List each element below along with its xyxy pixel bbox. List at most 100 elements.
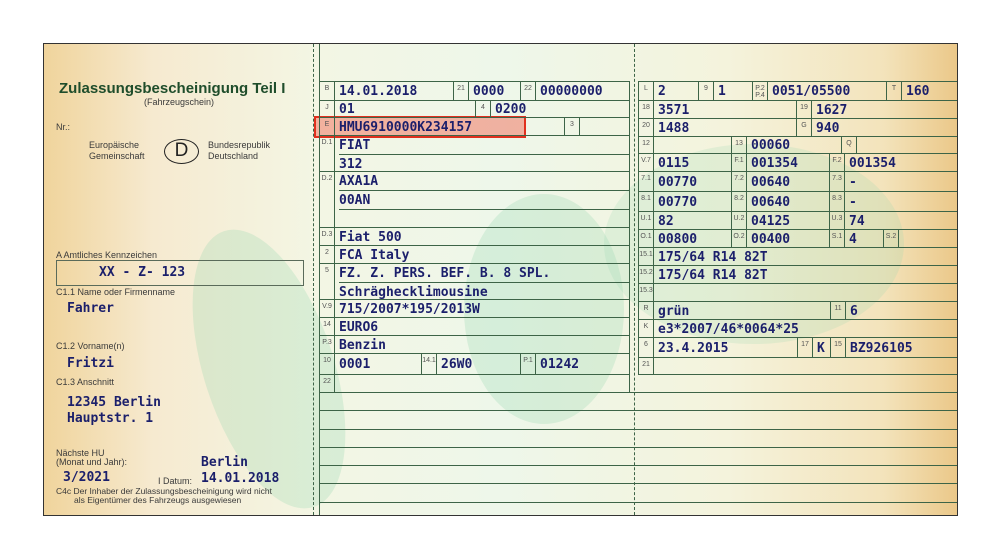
field-value: 160 [906, 84, 930, 99]
field-5: 5 FZ. Z. PERS. BEF. B. 8 SPL. Schrägheckl­… [319, 263, 630, 300]
blank-row-line [319, 465, 957, 466]
field-value: 2 [658, 84, 666, 99]
field-q: Q [841, 136, 957, 154]
field-21: 21 0000 [453, 81, 521, 101]
document-title: Zulassungsbescheinigung Teil I [59, 80, 286, 97]
field-value: 0000 [473, 84, 505, 99]
field-value: 01 [339, 102, 355, 117]
field-value: e3*2007/46*0064*25 [658, 322, 799, 337]
field-12: 12 [638, 136, 732, 154]
field-code-label: G [797, 119, 812, 136]
field-7-2: 7.2 00640 [731, 171, 830, 192]
field-p-3: P.3 Benzin [319, 335, 630, 354]
field-code-label: D.2 [320, 172, 335, 227]
field-14: 14 EURO6 [319, 317, 630, 336]
field-code-label: B [320, 82, 335, 100]
blank-row-line [319, 392, 957, 393]
field-j: J 01 [319, 100, 476, 118]
field-value: 00800 [658, 232, 698, 247]
field-4: 4 0200 [475, 100, 630, 118]
field-code-label: P.2 P.4 [753, 82, 768, 100]
field-code-label: 7.2 [732, 172, 747, 191]
field-value: 0115 [658, 156, 690, 171]
field-15-1: 15.1 175/64 R14 82T [638, 247, 957, 266]
field-o-1: O.1 00800 [638, 229, 732, 248]
field-21: 21 [638, 357, 957, 375]
field-value: AXA1A [339, 172, 629, 191]
eu-line-1: Europäische [89, 140, 140, 150]
field-s-2: S.2 [883, 229, 957, 248]
field-code-label: K [639, 320, 654, 337]
plate-value: XX - Z- 123 [99, 265, 186, 280]
blank-row-line [319, 447, 957, 448]
field-code-label: 15.1 [639, 248, 654, 265]
field-value: 74 [849, 214, 865, 229]
field-value: 00400 [751, 232, 791, 247]
field-code-label: 17 [798, 338, 813, 357]
field-u-2: U.2 04125 [731, 211, 830, 230]
field-value: 6 [850, 304, 858, 319]
field-7-3: 7.3- [829, 171, 957, 192]
field-d-1: D.1 FIAT 312 [319, 135, 630, 172]
field-code-label: 21 [639, 358, 654, 374]
field-11: 11 6 [830, 301, 957, 320]
field-value: 82 [658, 214, 674, 229]
name-value: Fahrer [67, 301, 114, 316]
field-code-label: 15 [831, 338, 846, 357]
brd-label: Bundesrepublik Deutschland [208, 140, 270, 162]
field-22: 22 [319, 374, 630, 393]
field-value: 0200 [495, 102, 527, 117]
hu-label: Nächste HU (Monat und Jahr): [56, 449, 127, 467]
field-e: E HMU6910000K234157 [319, 117, 565, 136]
date-value: 14.01.2018 [201, 471, 280, 486]
field-code-label: 4 [476, 101, 491, 117]
field-value: 715/2007*195/2013W [339, 302, 480, 317]
field-code-label: 21 [454, 82, 469, 100]
blank-row-line [319, 410, 957, 411]
field-value: Fiat 500 [339, 230, 402, 245]
field-code-label: 19 [797, 101, 812, 118]
field-u-1: U.1 82 [638, 211, 732, 230]
field-code-label: U.2 [732, 212, 747, 229]
field-value: 0051/05500 [772, 84, 851, 99]
plate-label: A Amtliches Kennzeichen [56, 250, 158, 260]
field-19: 19 1627 [796, 100, 957, 119]
hu-label-1: Nächste HU [56, 448, 105, 458]
field-code-label: U.1 [639, 212, 654, 229]
field-b: B 14.01.2018 [319, 81, 454, 101]
field-code-label: P.3 [320, 336, 335, 353]
field-code-label: 9 [699, 82, 714, 100]
field-value: grün [658, 304, 690, 319]
field-value: 00AN [339, 191, 629, 210]
field-6: 6 23.4.2015 [638, 337, 798, 358]
field-value: 940 [816, 121, 840, 136]
field-code-label: S.1 [830, 230, 845, 247]
field-code-label: 13 [732, 137, 747, 153]
field-code-label: Q [842, 137, 857, 153]
field-code-label: D.3 [320, 228, 335, 245]
field-p-2-p-4: P.2 P.4 0051/05500 [752, 81, 887, 101]
field-value: FIAT [339, 136, 629, 155]
field-22: 22 00000000 [520, 81, 630, 101]
eu-label: Europäische Gemeinschaft [89, 140, 145, 162]
field-value: Benzin [339, 338, 386, 353]
field-code-label: E [320, 118, 335, 135]
field-value: 14.01.2018 [339, 84, 418, 99]
field-code-label: 7.3 [830, 172, 845, 191]
field-8-2: 8.2 00640 [731, 191, 830, 212]
field-value: 1488 [658, 121, 690, 136]
field-14-1: 14.1 26W0 [421, 353, 521, 375]
field-code-label: 14.1 [422, 354, 437, 374]
field-2: 2 FCA Italy [319, 245, 630, 264]
field-15-2: 15.2 175/64 R14 82T [638, 265, 957, 284]
field-value [339, 210, 629, 228]
name-label: C1.1 Name oder Firmenname [56, 287, 176, 297]
field-value: 1627 [816, 103, 848, 118]
field-code-label: U.3 [830, 212, 845, 229]
firstname-label: C1.2 Vorname(n) [56, 341, 125, 351]
fold-line [634, 44, 635, 515]
issue-place: Berlin [201, 455, 248, 470]
field-code-label: 2 [320, 246, 335, 263]
